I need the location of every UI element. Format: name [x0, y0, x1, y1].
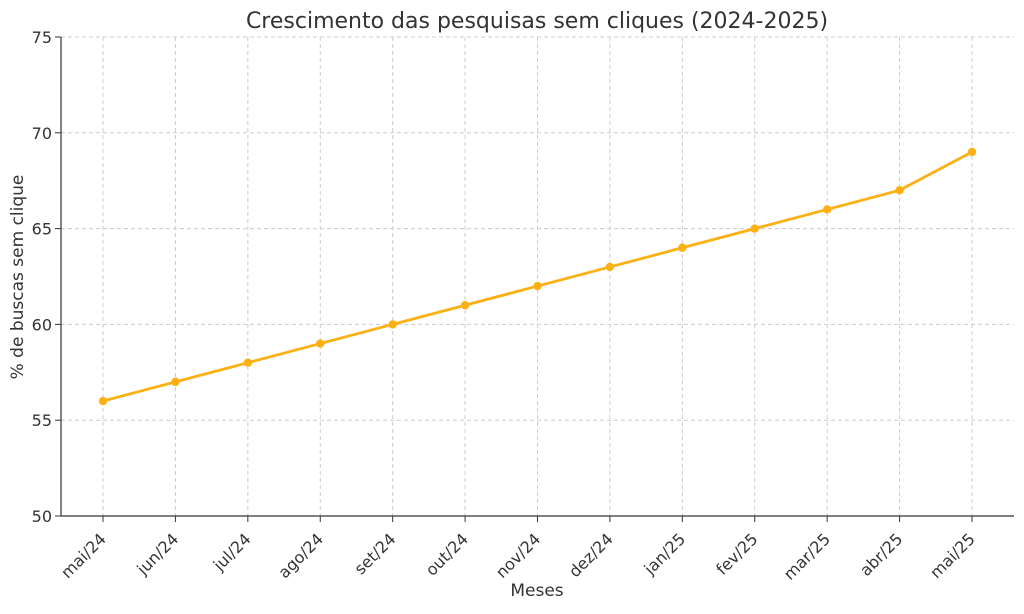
y-tick-label: 75 [32, 28, 52, 47]
x-tick-label: jan/25 [640, 529, 690, 579]
data-point [243, 358, 253, 367]
data-point [678, 243, 687, 252]
x-tick-label: fev/25 [712, 529, 761, 578]
data-point [460, 301, 470, 310]
y-tick-label: 60 [32, 315, 52, 334]
axes [55, 36, 1014, 522]
data-point [98, 396, 108, 406]
data-point [895, 186, 904, 195]
data-series [98, 147, 977, 406]
x-tick-label: nov/24 [492, 529, 544, 581]
x-tick-label: jun/24 [132, 529, 182, 579]
x-tick-label: dez/24 [565, 529, 617, 581]
x-tick-label: abr/25 [856, 529, 906, 579]
data-point [388, 320, 397, 329]
x-tick-label: set/24 [351, 529, 400, 578]
data-point [171, 377, 180, 387]
x-tick-label: ago/24 [274, 529, 327, 582]
x-tick-label: jul/24 [209, 529, 255, 575]
tick-labels: 50 55 60 65 70 75 mai/24 jun/24 jul/24 ago/24 set/… [32, 28, 979, 584]
x-axis-label: Meses [510, 581, 563, 601]
data-point [316, 339, 325, 348]
grid-lines [61, 36, 1014, 517]
y-tick-label: 70 [32, 124, 52, 143]
chart-title: Crescimento das pesquisas sem cliques (2… [246, 9, 828, 34]
y-axis-label: % de buscas sem clique [8, 175, 28, 380]
x-tick-label: out/24 [422, 529, 472, 579]
data-point [822, 205, 832, 214]
data-point [750, 224, 759, 233]
data-point [605, 262, 615, 272]
x-tick-label: mai/24 [57, 529, 110, 582]
y-tick-label: 55 [32, 411, 52, 430]
data-point [967, 147, 977, 157]
y-tick-label: 50 [32, 507, 52, 526]
x-tick-label: mai/25 [926, 529, 979, 582]
y-tick-label: 65 [32, 220, 52, 239]
data-point [533, 281, 542, 291]
x-tick-label: mar/25 [780, 529, 834, 583]
